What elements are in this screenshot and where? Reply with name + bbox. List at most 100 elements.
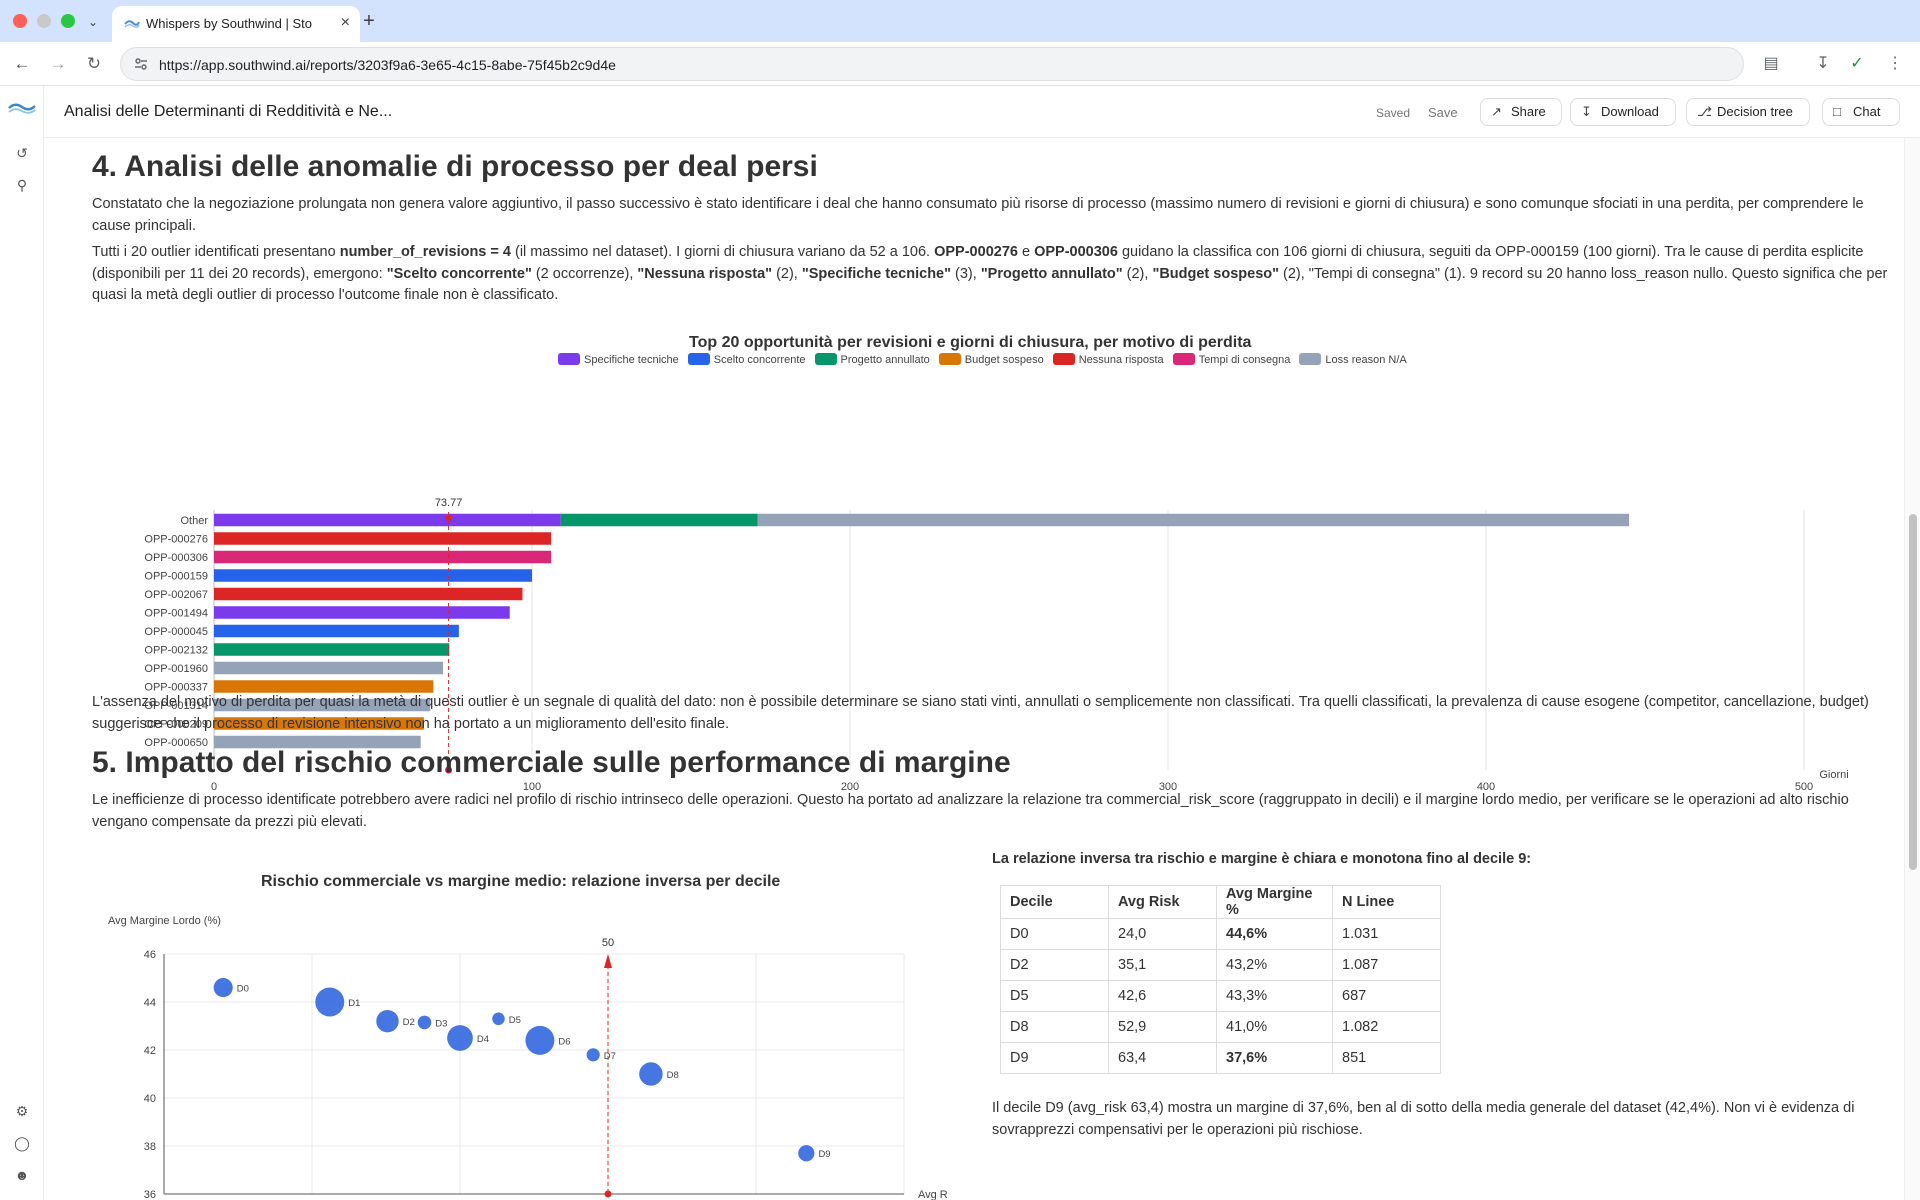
section-4-intro-paragraph: Constatato che la negoziazione prolungat…	[92, 196, 1864, 234]
search-icon[interactable]: ⚲	[16, 177, 28, 193]
browser-tab-strip: ⌄ Whispers by Southwind | Sto × +	[0, 0, 1920, 42]
table-cell: D2	[1000, 949, 1109, 981]
y-tick-label: OPP-001494	[144, 608, 208, 620]
table-cell: 43,3%	[1216, 980, 1333, 1012]
legend-label: Nessuna risposta	[1078, 354, 1164, 366]
section-5-heading: 5. Impatto del rischio commerciale sulle…	[92, 746, 1011, 779]
y-tick-label: OPP-002132	[144, 645, 208, 657]
report-title[interactable]: Analisi delle Determinanti di Redditivit…	[64, 103, 393, 120]
legend-item-nessuna-risposta[interactable]: Nessuna risposta	[1052, 353, 1164, 366]
y-tick-label: 36	[144, 1189, 156, 1200]
table-row: D2 35,1 43,2% 1.087	[1000, 949, 1441, 981]
bar-opp-002067-nessuna-risposta	[214, 587, 523, 601]
legend-item-specifiche-tecniche[interactable]: Specifiche tecniche	[558, 353, 679, 366]
table-cell: 43,2%	[1216, 949, 1333, 981]
forward-arrow-icon[interactable]: →	[49, 54, 67, 73]
extensions-puzzle-icon[interactable]: ▤	[1763, 55, 1779, 72]
section-5-d9-paragraph: Il decile D9 (avg_risk 63,4) mostra un m…	[992, 1100, 1855, 1138]
legend-swatch	[1299, 353, 1322, 365]
reload-icon[interactable]: ↻	[86, 54, 102, 73]
legend-item-tempi-di-consegna[interactable]: Tempi di consegna	[1172, 353, 1290, 366]
site-info-icon[interactable]	[133, 56, 149, 72]
legend-item-budget-sospeso[interactable]: Budget sospeso	[938, 353, 1044, 366]
table-cell: 1.082	[1332, 1011, 1441, 1043]
mean-reference-label: 73.77	[435, 497, 463, 509]
table-header-avg-risk: Avg Risk	[1108, 885, 1217, 919]
table-cell: 44,6%	[1216, 918, 1333, 950]
bubble-label: D6	[558, 1036, 570, 1047]
extension-pin-icon[interactable]: ✓	[1850, 55, 1864, 72]
bubble-label: D8	[667, 1070, 679, 1081]
user-profile-icon[interactable]: ☻	[14, 1167, 30, 1183]
bar-opp-000276-nessuna-risposta	[214, 532, 552, 545]
scrollbar-thumb[interactable]	[1909, 514, 1917, 870]
browser-menu-icon[interactable]: ⋮	[1887, 55, 1903, 72]
minimize-window-button[interactable]	[37, 14, 51, 28]
bubble-d2	[376, 1010, 399, 1033]
legend-item-loss-reason-n-a[interactable]: Loss reason N/A	[1299, 353, 1407, 366]
new-tab-plus-icon[interactable]: +	[363, 10, 375, 32]
share-button[interactable]: ↗ Share	[1480, 98, 1562, 126]
bar-opp-002132-progetto-annullato	[214, 643, 450, 656]
table-header-avg-margine: Avg Margine %	[1216, 885, 1333, 919]
bar-opp-000045-scelto-concorrente	[214, 624, 459, 638]
table-header-decile: Decile	[1000, 885, 1109, 919]
table-cell: 851	[1332, 1042, 1441, 1074]
bar-chart: 0 100 200 300 400 500 Giorni Other OPP-000276 OPP…	[144, 497, 1848, 790]
save-button[interactable]: Save	[1428, 105, 1458, 120]
x-axis-label: Giorni	[1819, 769, 1848, 781]
download-icon[interactable]: ↧	[1816, 55, 1830, 72]
table-cell: 41,0%	[1216, 1011, 1333, 1043]
legend-item-scelto-concorrente[interactable]: Scelto concorrente	[687, 353, 806, 366]
bar-opp-000159-scelto-concorrente	[214, 569, 532, 582]
address-bar[interactable]: https://app.southwind.ai/reports/3203f9a…	[120, 47, 1744, 81]
southwind-favicon-icon	[124, 20, 140, 29]
feedback-chat-icon[interactable]: ◯	[14, 1135, 30, 1151]
table-cell: 1.087	[1332, 949, 1441, 981]
bubble-label: D1	[348, 998, 360, 1009]
southwind-logo-icon[interactable]	[8, 100, 36, 114]
chat-icon: □	[1833, 104, 1841, 119]
risk-reference-marker	[604, 1190, 612, 1198]
tab-list-chevron-icon[interactable]: ⌄	[87, 15, 99, 29]
mean-reference-arrow	[444, 516, 453, 524]
bar-opp-001494-specifiche-tecniche	[214, 606, 510, 619]
vertical-scrollbar[interactable]	[1904, 138, 1920, 1200]
y-tick-label: 40	[144, 1093, 156, 1105]
saved-status: Saved	[1376, 106, 1411, 120]
table-cell: 1.031	[1332, 918, 1441, 950]
bubble-d3	[417, 1015, 432, 1030]
bubble-label: D5	[509, 1015, 521, 1026]
scatter-chart-title: Rischio commerciale vs margine medio: re…	[261, 873, 781, 890]
risk-reference-label: 50	[602, 937, 614, 949]
y-axis-label: Avg Margine Lordo (%)	[108, 915, 221, 927]
tab-close-icon[interactable]: ×	[340, 14, 350, 31]
table-header-row: Decile Avg Risk Avg Margine % N Linee	[1000, 885, 1441, 919]
bar-opp-000650-loss-reason-n-a	[214, 735, 421, 749]
browser-tab-active[interactable]: Whispers by Southwind | Sto ×	[112, 6, 360, 42]
back-arrow-icon[interactable]: ←	[13, 54, 31, 73]
maximize-window-button[interactable]	[61, 14, 75, 28]
table-header-n-linee: N Linee	[1332, 885, 1441, 919]
legend-swatch	[938, 353, 961, 365]
decision-tree-button[interactable]: ⎇ Decision tree	[1686, 98, 1810, 126]
bubble-label: D0	[237, 984, 249, 995]
legend-item-progetto-annullato[interactable]: Progetto annullato	[814, 353, 930, 366]
download-button[interactable]: ↧ Download	[1570, 98, 1676, 126]
y-tick-label: OPP-000045	[144, 626, 208, 638]
close-window-button[interactable]	[13, 14, 27, 28]
bubble-label: D9	[818, 1149, 830, 1160]
table-row: D9 63,4 37,6% 851	[1000, 1042, 1441, 1074]
chat-button[interactable]: □ Chat	[1822, 98, 1900, 126]
browser-toolbar: ← → ↻ https://app.southwind.ai/reports/3…	[0, 42, 1920, 86]
legend-label: Progetto annullato	[840, 354, 930, 366]
table-cell: 37,6%	[1216, 1042, 1333, 1074]
section-4-conclusion-paragraph: L'assenza del motivo di perdita per quas…	[92, 694, 1869, 732]
x-tick-label: 400	[1477, 781, 1495, 790]
legend-swatch	[1052, 353, 1075, 365]
history-icon[interactable]: ↺	[16, 145, 28, 161]
tab-title: Whispers by Southwind | Sto	[146, 16, 312, 31]
settings-gear-icon[interactable]: ⚙	[15, 1103, 29, 1119]
y-tick-label: OPP-000209	[144, 719, 208, 731]
legend-swatch	[814, 353, 837, 365]
